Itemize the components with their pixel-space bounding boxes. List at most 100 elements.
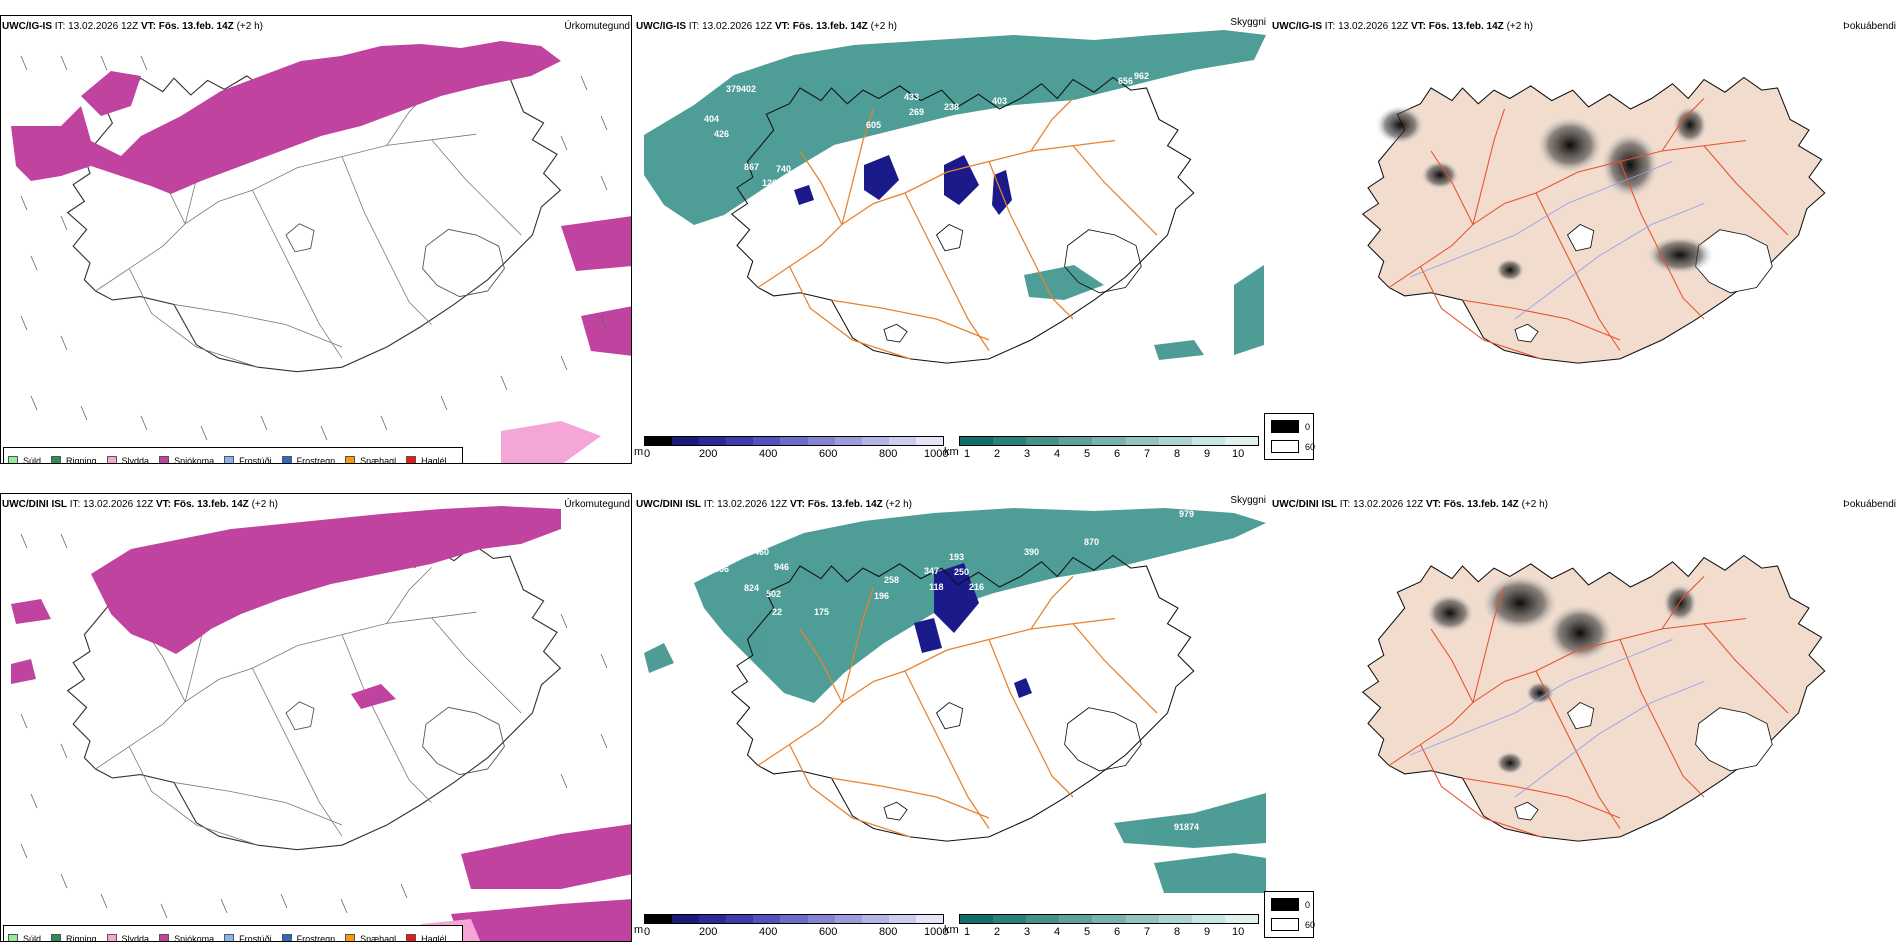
colorbar-segment bbox=[1059, 437, 1093, 445]
value-label: 258 bbox=[884, 575, 899, 585]
colorbar-segment bbox=[780, 915, 808, 923]
colorbar-segment bbox=[699, 437, 727, 445]
tick-label: 10 bbox=[1232, 448, 1245, 460]
fog-swatch bbox=[1271, 420, 1299, 433]
fog-swatch bbox=[1271, 898, 1299, 911]
value-label: 390 bbox=[1024, 547, 1039, 557]
value-labels: 795 460 946 356 824 502 22 175 258 196 3… bbox=[714, 509, 1199, 832]
colorbar-segment bbox=[993, 915, 1027, 923]
value-label: 946 bbox=[774, 562, 789, 572]
colorbar-segment bbox=[1092, 437, 1126, 445]
panel-header: UWC/DINI ISL IT: 13.02.2026 12Z VT: Fös.… bbox=[636, 499, 912, 510]
tick-label: 400 bbox=[759, 448, 778, 460]
legend-item: Súld bbox=[8, 934, 41, 941]
colorbar-segment bbox=[1125, 437, 1159, 445]
fog-legend-label: 0 bbox=[1305, 900, 1311, 910]
value-label: 196 bbox=[874, 591, 889, 601]
colorbar-segment bbox=[915, 437, 944, 445]
colorbar-segment bbox=[726, 437, 754, 445]
value-label: 91874 bbox=[1174, 822, 1199, 832]
visibility-unit: km bbox=[944, 446, 959, 458]
tick-label: 5 bbox=[1084, 926, 1091, 938]
colorbar-segment bbox=[672, 915, 700, 923]
fog-legend-label: 60 bbox=[1305, 442, 1316, 452]
tick-label: 3 bbox=[1024, 926, 1031, 938]
tick-label: 10 bbox=[1232, 926, 1245, 938]
value-label: 795 bbox=[722, 542, 737, 552]
tick-label: 6 bbox=[1114, 448, 1121, 460]
value-label: 216 bbox=[969, 582, 984, 592]
colorbar-segment bbox=[993, 437, 1027, 445]
colorbar-segment bbox=[1026, 915, 1060, 923]
value-label: 669 bbox=[839, 143, 854, 153]
tick-label: 800 bbox=[879, 448, 898, 460]
tick-label: 1 bbox=[964, 926, 971, 938]
fog-panel-top: UWC/IG-IS IT: 13.02.2026 12Z VT: Fös. 13… bbox=[1270, 0, 1900, 470]
value-label: 867 bbox=[744, 162, 759, 172]
colorbar-segment bbox=[1224, 437, 1258, 445]
value-label: 207 bbox=[944, 660, 959, 670]
tick-label: 3 bbox=[1024, 448, 1031, 460]
panel-header: UWC/IG-IS IT: 13.02.2026 12Z VT: Fös. 13… bbox=[636, 21, 897, 32]
visibility-colorbar bbox=[959, 914, 1259, 924]
legend-item: Snjókoma bbox=[159, 934, 214, 941]
colorbar-segment bbox=[726, 915, 754, 923]
panel-header: UWC/IG-IS IT: 13.02.2026 12Z VT: Fös. 13… bbox=[1272, 21, 1533, 32]
wind-barbs bbox=[20, 533, 608, 919]
legend-item: Rigning bbox=[51, 934, 97, 941]
fog-swatch bbox=[1271, 918, 1299, 931]
value-label: 175 bbox=[814, 607, 829, 617]
value-label: 979 bbox=[1179, 509, 1194, 519]
fog-legend: 0 60 bbox=[1264, 413, 1316, 460]
value-label: 605 bbox=[866, 120, 881, 130]
legend-item: Haglél bbox=[406, 456, 447, 463]
legend-item: Rigning bbox=[51, 456, 97, 463]
bottom-row: UWC/DINI ISL IT: 13.02.2026 12Z VT: Fös.… bbox=[0, 478, 1900, 948]
tick-label: 600 bbox=[819, 448, 838, 460]
value-label: 426 bbox=[714, 129, 729, 139]
precip-map-frame: Súld Rigning Slydda Snjókoma Frostúði Fr… bbox=[0, 493, 632, 942]
precip-map-frame: Súld Rigning Slydda Snjókoma Frostúði Fr… bbox=[0, 15, 632, 464]
colorbar-segment bbox=[960, 915, 994, 923]
panel-title: Úrkomutegund bbox=[564, 499, 630, 510]
value-label: 502 bbox=[766, 589, 781, 599]
value-label: 379402 bbox=[726, 84, 756, 94]
value-label: 824 bbox=[744, 583, 759, 593]
colorbar-segment bbox=[1191, 915, 1225, 923]
fog-areas bbox=[1425, 573, 1698, 775]
top-row: UWC/IG-IS IT: 13.02.2026 12Z VT: Fös. 13… bbox=[0, 0, 1900, 470]
sleet-areas bbox=[501, 421, 601, 463]
value-label: 250 bbox=[954, 567, 969, 577]
colorbar-segment bbox=[780, 437, 808, 445]
tick-label: 1000 bbox=[924, 926, 949, 938]
value-label: 710 bbox=[779, 224, 794, 234]
tick-label: 6 bbox=[1114, 926, 1121, 938]
tick-label: 800 bbox=[879, 926, 898, 938]
colorbar-segment bbox=[1191, 437, 1225, 445]
colorbar-segment bbox=[645, 915, 673, 923]
panel-title: Þokuábendi bbox=[1843, 21, 1896, 32]
colorbar-segment bbox=[834, 915, 862, 923]
colorbar-segment bbox=[645, 437, 673, 445]
colorbar-segment bbox=[1224, 915, 1258, 923]
colorbar-segment bbox=[1125, 915, 1159, 923]
value-label: 70 bbox=[896, 659, 906, 669]
tick-label: 7 bbox=[1144, 926, 1151, 938]
ceiling-unit: m bbox=[634, 446, 644, 458]
precip-legend: Súld Rigning Slydda Snjókoma Frostúði Fr… bbox=[3, 925, 463, 941]
value-label: 404 bbox=[704, 114, 719, 124]
tick-label: 9 bbox=[1204, 926, 1211, 938]
colorbar-segment bbox=[861, 437, 889, 445]
value-label: 740 bbox=[776, 164, 791, 174]
fog-map bbox=[1362, 554, 1826, 842]
low-ceiling-areas bbox=[914, 563, 1032, 698]
value-label: 95 bbox=[1244, 355, 1254, 365]
tick-label: 2 bbox=[994, 926, 1001, 938]
value-label: 22 bbox=[772, 607, 782, 617]
fog-panel-bottom: UWC/DINI ISL IT: 13.02.2026 12Z VT: Fös.… bbox=[1270, 478, 1900, 948]
colorbar-segment bbox=[1026, 437, 1060, 445]
snow-areas bbox=[11, 506, 631, 941]
tick-label: 8 bbox=[1174, 926, 1181, 938]
legend-item: Slydda bbox=[106, 456, 149, 463]
legend-item: Frostregn bbox=[281, 934, 335, 941]
